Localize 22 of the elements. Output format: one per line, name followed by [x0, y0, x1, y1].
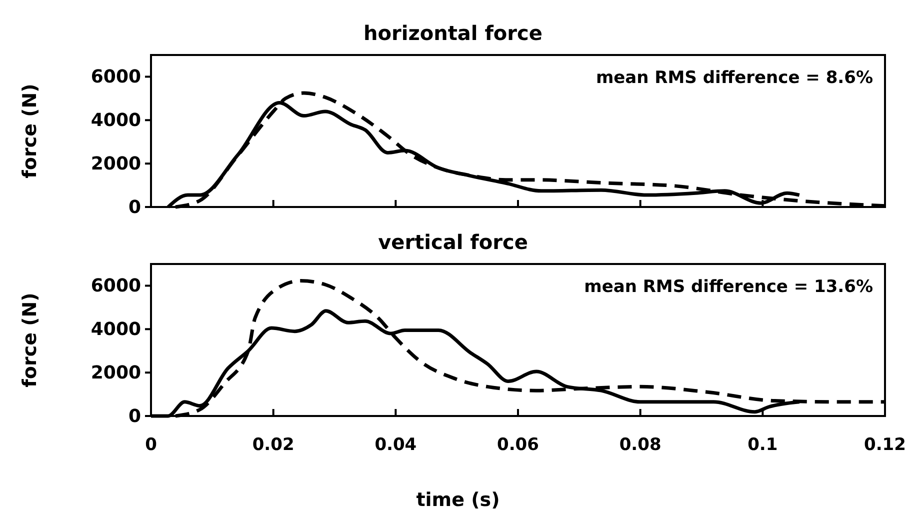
y-tick-label: 2000	[90, 362, 141, 384]
y-tick-label: 6000	[90, 276, 141, 297]
x-tick-label: 0.08	[619, 435, 662, 455]
y-axis-title: force (N)	[19, 292, 41, 388]
y-tick-label: 4000	[90, 110, 141, 132]
x-axis-title: time (s)	[416, 489, 500, 511]
x-tick-label: 0.06	[497, 435, 539, 455]
chart-title: vertical force	[378, 230, 528, 254]
x-tick-label: 0.1	[748, 435, 778, 455]
x-tick-label: 0	[145, 435, 158, 455]
annotation: mean RMS difference = 13.6%	[584, 277, 873, 297]
y-axis-title: force (N)	[19, 84, 41, 178]
y-tick-label: 2000	[90, 154, 141, 175]
y-tick-label: 0	[128, 406, 141, 427]
y-tick-label: 4000	[90, 319, 141, 340]
annotation: mean RMS difference = 8.6%	[596, 68, 873, 88]
y-tick-label: 0	[128, 197, 141, 218]
x-tick-label: 0.12	[864, 435, 906, 455]
y-tick-label: 6000	[90, 66, 141, 88]
chart-title: horizontal force	[364, 21, 542, 45]
x-tick-label: 0.02	[252, 435, 294, 455]
x-tick-label: 0.04	[374, 435, 417, 455]
